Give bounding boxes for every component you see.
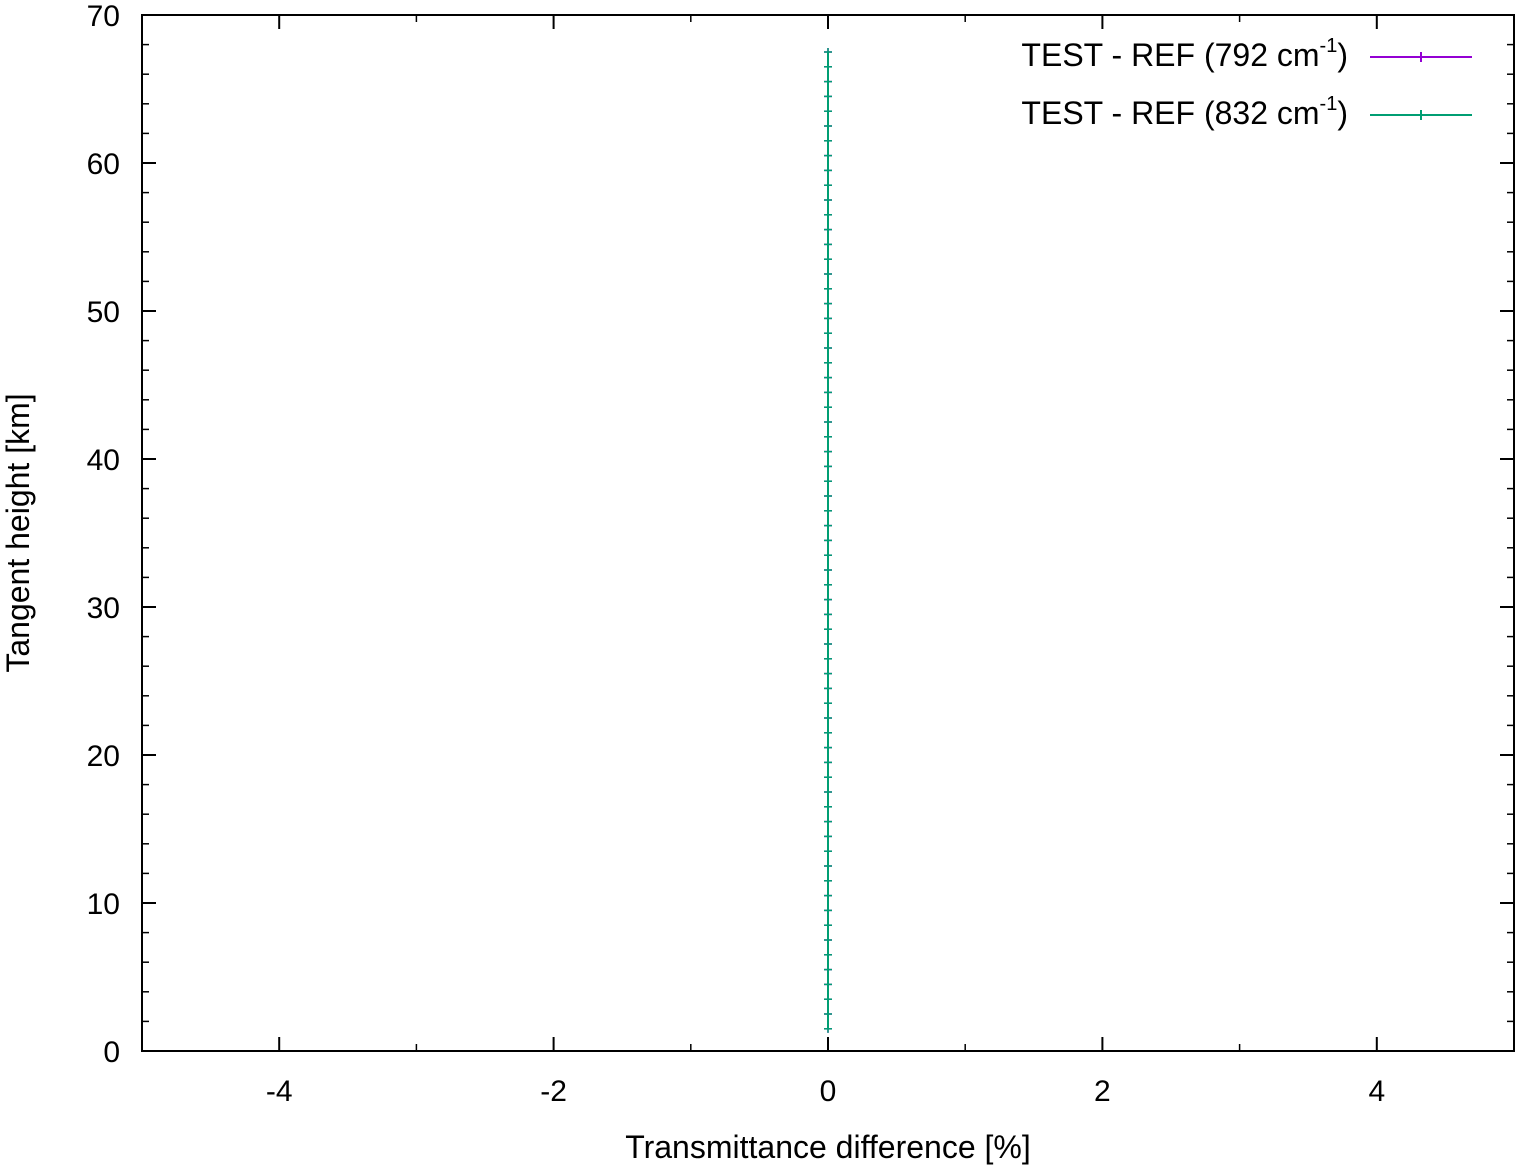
data-point — [824, 580, 832, 589]
data-point — [824, 62, 832, 71]
data-point — [824, 669, 832, 678]
data-point — [824, 181, 832, 190]
data-point — [824, 995, 832, 1004]
data-point — [824, 921, 832, 930]
data-point — [824, 699, 832, 708]
plot-frame — [141, 14, 1515, 1052]
data-point — [824, 136, 832, 145]
y-tick-label: 60 — [87, 148, 120, 181]
data-point — [824, 151, 832, 160]
x-tick-label: 2 — [1094, 1075, 1111, 1108]
major-ticks — [142, 14, 1514, 1052]
data-point — [824, 329, 832, 338]
data-point — [824, 714, 832, 722]
data-point — [824, 270, 832, 278]
data-point — [824, 566, 832, 574]
y-tick-label: 10 — [87, 888, 120, 921]
data-point — [824, 255, 832, 264]
data-point — [824, 802, 832, 811]
data-point — [824, 965, 832, 974]
data-point — [824, 48, 832, 56]
data-point — [824, 625, 832, 634]
data-point — [824, 196, 832, 204]
data-point — [824, 551, 832, 560]
data-point — [824, 447, 832, 456]
y-tick-label: 70 — [87, 0, 120, 33]
data-point — [824, 314, 832, 323]
data-point — [824, 107, 832, 116]
data-point — [824, 1010, 832, 1018]
data-point — [824, 210, 832, 219]
data-point — [824, 758, 832, 767]
data-point — [824, 506, 832, 515]
data-point — [824, 432, 832, 441]
x-tick-label: -2 — [540, 1075, 567, 1108]
data-point — [824, 92, 832, 101]
data-point — [824, 388, 832, 397]
data-point — [824, 728, 832, 737]
data-point — [824, 358, 832, 367]
data-point — [824, 344, 832, 352]
data-point — [824, 77, 832, 86]
data-point — [824, 122, 832, 130]
data-point — [824, 773, 832, 782]
data-point — [824, 654, 832, 663]
data-point — [824, 536, 832, 545]
data-point — [824, 373, 832, 382]
data-point — [824, 862, 832, 870]
data-point — [824, 492, 832, 500]
data-point — [824, 521, 832, 530]
data-point — [824, 832, 832, 841]
data-point — [824, 936, 832, 944]
data-point — [824, 462, 832, 471]
data-point — [824, 891, 832, 900]
y-tick-label: 50 — [87, 296, 120, 329]
series-layer — [824, 48, 832, 1033]
legend: TEST - REF (792 cm-1) TEST - REF (832 cm… — [1021, 35, 1472, 131]
x-tick-label: 0 — [820, 1075, 837, 1108]
data-point — [824, 477, 832, 486]
y-axis-label: Tangent height [km] — [0, 393, 36, 672]
data-point — [824, 847, 832, 856]
y-tick-label: 40 — [87, 444, 120, 477]
y-tick-label: 30 — [87, 592, 120, 625]
x-axis-label: Transmittance difference [%] — [625, 1129, 1031, 1165]
data-point — [824, 640, 832, 648]
data-point — [824, 595, 832, 604]
legend-label-series-0: TEST - REF (792 cm-1) — [1021, 35, 1348, 73]
data-point — [824, 950, 832, 959]
data-point — [824, 684, 832, 693]
data-point — [824, 418, 832, 426]
data-point — [824, 284, 832, 293]
x-tick-label: -4 — [266, 1075, 293, 1108]
data-point — [824, 403, 832, 412]
data-point — [824, 166, 832, 175]
data-point — [824, 876, 832, 885]
y-tick-label: 20 — [87, 740, 120, 773]
data-point — [824, 980, 832, 989]
data-point — [824, 299, 832, 308]
data-point — [824, 788, 832, 796]
data-point — [824, 743, 832, 752]
data-point — [824, 1024, 832, 1033]
data-point — [824, 610, 832, 619]
data-point — [824, 225, 832, 234]
data-point — [824, 817, 832, 826]
legend-label-series-1: TEST - REF (832 cm-1) — [1021, 93, 1348, 131]
data-point — [824, 906, 832, 915]
y-tick-label: 0 — [103, 1036, 120, 1069]
data-point — [824, 240, 832, 249]
x-tick-label: 4 — [1368, 1075, 1385, 1108]
